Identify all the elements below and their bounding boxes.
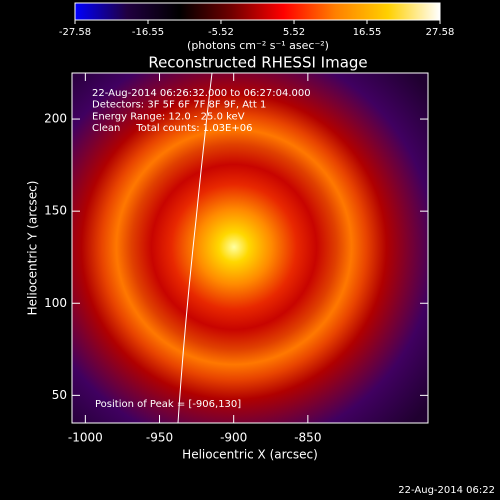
x-tick-label: -950 xyxy=(146,431,173,445)
colorbar-label: (photons cm⁻² s⁻¹ asec⁻²) xyxy=(187,39,329,52)
limb xyxy=(177,72,213,424)
colorbar-tick-label: -27.58 xyxy=(59,27,91,38)
annotation: Clean Total counts: 1.03E+06 xyxy=(92,123,252,134)
x-tick-label: -850 xyxy=(294,431,321,445)
colorbar-tick-label: 5.52 xyxy=(283,27,305,38)
timestamp: 22-Aug-2014 06:22 xyxy=(398,485,495,496)
y-tick-label: 50 xyxy=(52,388,67,402)
peak-label: Position of Peak = [-906,130] xyxy=(95,399,241,410)
y-tick-label: 100 xyxy=(44,296,67,310)
y-axis-label: Heliocentric Y (arcsec) xyxy=(26,181,40,316)
annotation: 22-Aug-2014 06:26:32.000 to 06:27:04.000 xyxy=(92,88,311,99)
colorbar-tick-label: -16.55 xyxy=(132,27,164,38)
colorbar-tick-label: 27.58 xyxy=(426,27,455,38)
x-tick-label: -1000 xyxy=(68,431,103,445)
y-tick-label: 150 xyxy=(44,204,67,218)
colorbar-tick-label: 16.55 xyxy=(353,27,382,38)
image xyxy=(72,73,428,423)
y-tick-label: 200 xyxy=(44,112,67,126)
x-axis-label: Heliocentric X (arcsec) xyxy=(182,448,318,462)
annotation: Detectors: 3F 5F 6F 7F 8F 9F, Att 1 xyxy=(92,100,266,111)
chart-title: Reconstructed RHESSI Image xyxy=(148,54,367,72)
annotation: Energy Range: 12.0 - 25.0 keV xyxy=(92,111,245,122)
colorbar-tick-label: -5.52 xyxy=(208,27,234,38)
x-tick-label: -900 xyxy=(220,431,247,445)
colorbar xyxy=(74,2,441,21)
plot-frame xyxy=(71,72,429,424)
